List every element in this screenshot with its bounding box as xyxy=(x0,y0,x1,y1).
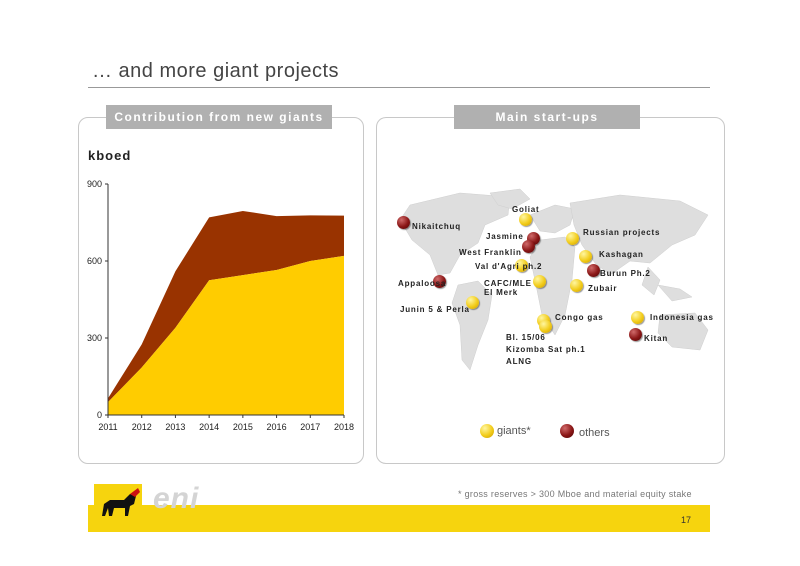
six-legged-dog-logo xyxy=(94,484,142,528)
y-tick-label: 900 xyxy=(87,179,102,189)
goliat-marker xyxy=(519,213,532,226)
junin-5-perla-marker xyxy=(466,296,479,309)
giants-legend-label: giants* xyxy=(497,425,531,437)
appaloosa-label: Appaloosa xyxy=(398,279,447,288)
y-unit-label: kboed xyxy=(88,148,132,163)
junin-5-perla-label: Junin 5 & Perla xyxy=(400,305,470,314)
appaloosa-marker xyxy=(433,275,446,288)
y-tick-label: 0 xyxy=(97,410,102,420)
x-tick-label: 2013 xyxy=(165,422,185,432)
russian-projects-label: Russian projects xyxy=(583,228,661,237)
page-number: 17 xyxy=(681,515,692,525)
footer-bar xyxy=(88,505,710,532)
indonesia-gas-label: Indonesia gas xyxy=(650,313,714,322)
others-legend-marker xyxy=(560,424,574,438)
y-tick-label: 600 xyxy=(87,256,102,266)
footnote: * gross reserves > 300 Mboe and material… xyxy=(458,489,692,499)
bl-15-06-label: Bl. 15/06 xyxy=(506,333,546,342)
nikaitchuq-label: Nikaitchuq xyxy=(412,222,461,231)
kitan-marker xyxy=(629,328,642,341)
x-tick-label: 2015 xyxy=(233,422,253,432)
west-franklin-marker xyxy=(522,240,535,253)
giants-area xyxy=(108,255,344,415)
giants-legend-marker xyxy=(480,424,494,438)
val-d-agri-ph-2-marker xyxy=(515,259,528,272)
zubair-marker xyxy=(570,279,583,292)
x-tick-label: 2018 xyxy=(334,422,354,432)
cafc-mle-label: CAFC/MLE xyxy=(484,279,532,288)
x-tick-label: 2012 xyxy=(132,422,152,432)
world-map xyxy=(399,188,709,371)
west-franklin-label: West Franklin xyxy=(459,248,522,257)
alng-label: ALNG xyxy=(506,357,532,366)
zubair-label: Zubair xyxy=(588,284,618,293)
burun-ph-2-marker xyxy=(587,264,600,277)
val-d-agri-ph-2-label: Val d'Agri ph.2 xyxy=(475,262,543,271)
el-merk-label: El Merk xyxy=(484,288,519,297)
y-tick-label: 300 xyxy=(87,333,102,343)
eni-wordmark: eni xyxy=(153,482,200,515)
contribution-panel-header: Contribution from new giants xyxy=(106,105,332,129)
cafc-mle-marker xyxy=(533,275,546,288)
nikaitchuq-marker xyxy=(397,216,410,229)
kashagan-marker xyxy=(579,250,592,263)
burun-ph-2-label: Burun Ph.2 xyxy=(600,269,651,278)
russian-projects-marker xyxy=(566,232,579,245)
goliat-label: Goliat xyxy=(512,205,540,214)
others-area xyxy=(108,210,344,403)
kashagan-label: Kashagan xyxy=(599,250,644,259)
bl-15-06-marker xyxy=(539,320,552,333)
x-tick-label: 2011 xyxy=(98,422,117,432)
others-legend-label: others xyxy=(579,427,610,439)
kizomba-sat-ph-1-label: Kizomba Sat ph.1 xyxy=(506,345,586,354)
x-tick-label: 2014 xyxy=(199,422,219,432)
jasmine-label: Jasmine xyxy=(486,232,524,241)
indonesia-gas-marker xyxy=(631,311,644,324)
x-tick-label: 2017 xyxy=(300,422,320,432)
x-tick-label: 2016 xyxy=(267,422,287,432)
page-title: … and more giant projects xyxy=(92,60,340,82)
startups-panel-header: Main start-ups xyxy=(454,105,640,129)
kitan-label: Kitan xyxy=(644,334,668,343)
contribution-area-chart: 0 300 600 900 2011 2012 2013 2014 2015 2016 2017 20… xyxy=(87,179,354,432)
congo-gas-label: Congo gas xyxy=(555,313,604,322)
title-divider xyxy=(88,87,710,88)
